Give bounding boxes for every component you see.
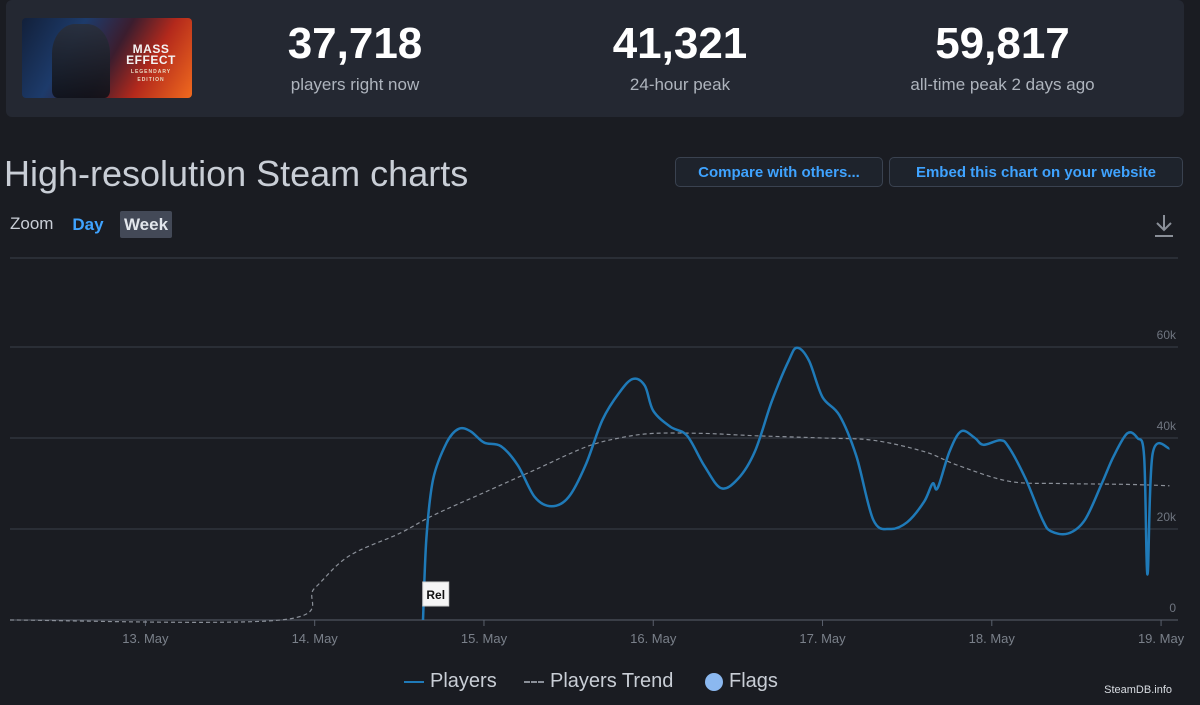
stat-label: 24-hour peak <box>629 75 731 94</box>
stat-value: 41,321 <box>612 19 748 68</box>
cover-logo: MASS EFFECT LEGENDARY EDITION <box>118 42 184 84</box>
cover-logo-title: MASS EFFECT <box>126 42 176 67</box>
y-tick-label: 40k <box>1157 419 1177 433</box>
legend-players[interactable]: Players <box>404 670 497 693</box>
zoom-day-button[interactable]: Day <box>72 214 104 234</box>
zoom-label: Zoom <box>10 214 54 233</box>
players-trend-line <box>9 432 1170 623</box>
x-tick-label: 19. May <box>1138 631 1185 646</box>
y-tick-label: 0 <box>1169 601 1176 615</box>
cover-logo-subtitle: LEGENDARY EDITION <box>130 69 172 83</box>
flags-dot-icon <box>705 672 723 691</box>
stat-label: all-time peak 2 days ago <box>910 75 1095 94</box>
y-tick-label: 60k <box>1157 328 1177 342</box>
cover-figure <box>52 24 110 98</box>
page-title: High-resolution Steam charts <box>4 153 469 194</box>
chart-legend: Players Players Trend Flags <box>0 670 1200 698</box>
x-tick-label: 17. May <box>799 631 846 646</box>
x-tick-label: 14. May <box>292 631 339 646</box>
legend-players-label: Players <box>430 670 497 692</box>
x-tick-label: 13. May <box>122 631 169 646</box>
release-flag-label: Rel <box>426 588 445 602</box>
stat-players-now: 37,718 players right now <box>255 20 455 96</box>
legend-flags[interactable]: Flags <box>705 670 778 693</box>
stat-value: 59,817 <box>935 19 1070 68</box>
player-count-chart[interactable]: 0 20k 40k 60k 13. May 14. May 15. May 16. May 17… <box>0 0 1200 670</box>
stat-all-time-peak: 59,817 all-time peak 2 days ago <box>880 20 1125 96</box>
x-tick-label: 18. May <box>969 631 1016 646</box>
credit-text: SteamDB.info <box>1104 684 1172 696</box>
release-flag-box <box>422 581 450 607</box>
trend-dash-icon <box>524 680 544 683</box>
compare-button[interactable]: Compare with others... <box>675 157 883 187</box>
legend-flags-label: Flags <box>729 670 778 692</box>
embed-chart-button[interactable]: Embed this chart on your website <box>889 157 1183 187</box>
stat-24h-peak: 41,321 24-hour peak <box>580 20 780 96</box>
y-tick-label: 20k <box>1157 510 1177 524</box>
x-tick-label: 15. May <box>461 631 508 646</box>
legend-trend-label: Players Trend <box>550 670 674 692</box>
stats-bar <box>6 0 1184 117</box>
legend-players-trend[interactable]: Players Trend <box>524 670 673 693</box>
download-icon[interactable] <box>1152 212 1176 240</box>
players-line-icon <box>404 680 424 683</box>
x-tick-label: 16. May <box>630 631 677 646</box>
game-cover-image[interactable]: MASS EFFECT LEGENDARY EDITION <box>22 18 192 98</box>
players-line <box>421 346 1170 621</box>
zoom-week-button[interactable]: Week <box>120 211 172 238</box>
stat-label: players right now <box>290 75 420 94</box>
stat-value: 37,718 <box>287 19 423 68</box>
